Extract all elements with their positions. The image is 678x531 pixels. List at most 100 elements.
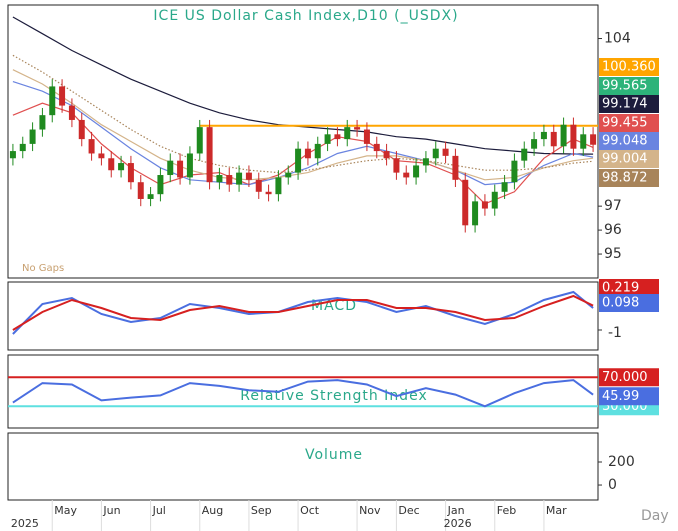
value-label: 99.565	[602, 79, 648, 94]
candle-body	[393, 158, 400, 173]
candle-body	[157, 175, 164, 195]
x-tick-label: Oct	[300, 504, 320, 517]
candle-body	[177, 160, 184, 178]
candle-body	[540, 131, 547, 140]
candle-body	[334, 134, 341, 140]
candle-body	[501, 182, 508, 192]
candle-body	[373, 143, 380, 152]
indicator-line	[12, 54, 594, 174]
candle-body	[285, 172, 292, 178]
x-tick-label: Jun	[102, 504, 120, 517]
panel-title: Volume	[305, 447, 363, 463]
candle-body	[590, 134, 597, 145]
candle-body	[422, 158, 429, 166]
candle-body	[196, 127, 203, 154]
panel-frame	[7, 354, 599, 429]
candle-body	[245, 172, 252, 180]
candle-body	[550, 131, 557, 147]
year-label: 2025	[11, 517, 39, 530]
candle-body	[226, 175, 233, 185]
value-label-box	[599, 95, 659, 113]
candle-body	[462, 179, 469, 226]
candle-body	[295, 148, 302, 173]
value-label-box	[599, 132, 659, 150]
value-label-box	[599, 58, 659, 76]
candle-body	[521, 148, 528, 161]
value-label: 0.219	[602, 281, 639, 296]
x-tick-label: Sep	[251, 504, 272, 517]
candle-body	[531, 139, 538, 149]
candle-body	[19, 143, 26, 152]
x-tick-label: Jan	[447, 504, 465, 517]
value-label: 0.098	[602, 296, 639, 311]
value-label: 100.360	[602, 60, 656, 75]
candle-body	[580, 134, 587, 149]
value-label: 99.048	[602, 134, 648, 149]
value-label-box	[599, 279, 659, 297]
note: No Gaps	[22, 263, 64, 274]
value-label-box	[599, 114, 659, 132]
indicator-line	[12, 379, 594, 408]
candle-body	[491, 191, 498, 209]
candle-body	[344, 127, 351, 140]
x-tick-label: May	[54, 504, 77, 517]
chart-title: ICE US Dollar Cash Index,D10 (_USDX)	[153, 8, 458, 24]
panel-title: Relative Strength Index	[240, 388, 427, 404]
candle-body	[403, 172, 410, 178]
indicator-line	[12, 294, 594, 331]
candle-body	[511, 160, 518, 183]
candle-body	[216, 175, 223, 183]
value-label: 99.004	[602, 152, 648, 167]
candle-body	[383, 151, 390, 159]
value-label-box	[599, 387, 659, 406]
year-label: 2026	[444, 517, 472, 530]
candle-body	[236, 172, 243, 185]
candle-body	[481, 201, 488, 209]
value-label: 98.872	[602, 171, 648, 186]
candle-body	[304, 148, 311, 159]
candle-body	[432, 148, 439, 159]
candle-body	[255, 179, 262, 192]
y-tick-label: 97	[604, 198, 622, 214]
x-tick-label: Nov	[359, 504, 381, 517]
candle-body	[147, 194, 154, 199]
candle-body	[570, 124, 577, 149]
candle-body	[78, 119, 85, 140]
y-tick-label: 104	[604, 31, 631, 47]
candle-body	[275, 177, 282, 195]
candle-body	[560, 124, 567, 147]
indicator-line	[12, 16, 594, 155]
candle-body	[314, 143, 321, 159]
value-label: 99.455	[602, 116, 648, 131]
y-tick-label: 96	[604, 222, 622, 238]
candle-body	[324, 134, 331, 144]
period-label: Day	[641, 508, 669, 524]
candle-body	[452, 155, 459, 180]
candle-body	[137, 182, 144, 199]
candle-body	[265, 191, 272, 195]
candle-body	[167, 160, 174, 176]
candle-body	[59, 86, 66, 106]
candle-body	[413, 165, 420, 178]
candle-body	[108, 158, 115, 171]
candle-body	[68, 105, 75, 120]
x-tick-label: Feb	[497, 504, 516, 517]
panel-frame	[7, 4, 599, 279]
value-label: 70.000	[602, 370, 648, 385]
x-tick-label: Mar	[546, 504, 567, 517]
value-label: 45.99	[602, 389, 639, 404]
candle-body	[206, 127, 213, 183]
y-tick-label: 200	[608, 454, 635, 470]
value-label-box	[599, 150, 659, 168]
x-tick-label: Dec	[398, 504, 419, 517]
indicator-line	[12, 81, 594, 186]
candle-body	[354, 127, 361, 130]
x-tick-label: Aug	[202, 504, 223, 517]
candle-body	[98, 153, 105, 159]
x-tick-label: Jul	[152, 504, 166, 517]
candle-body	[363, 129, 370, 144]
candle-body	[39, 115, 46, 130]
candle-body	[29, 129, 36, 144]
panel-frame	[7, 432, 599, 501]
